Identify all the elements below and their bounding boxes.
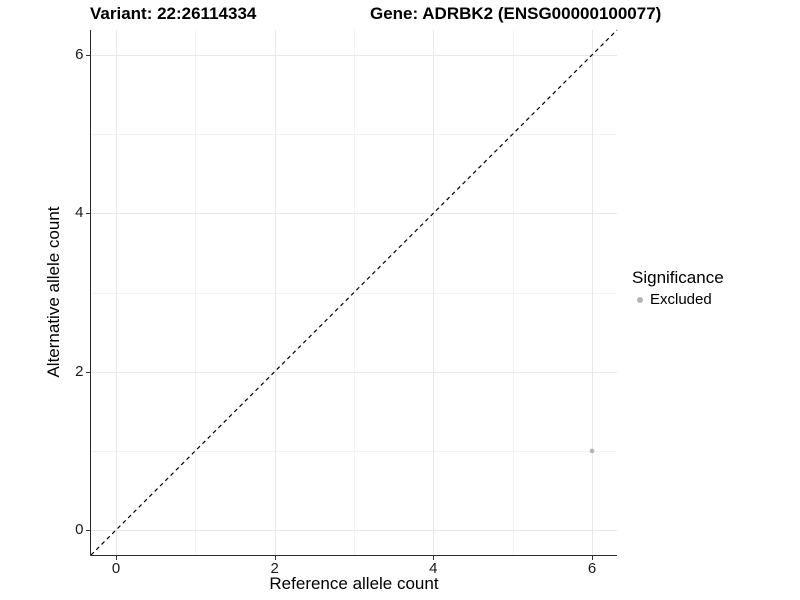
- x-axis-label: Reference allele count: [269, 574, 439, 593]
- x-tick-label: 6: [587, 559, 597, 577]
- gene-title: Gene: ADRBK2 (ENSG00000100077): [370, 4, 662, 23]
- x-tick-label: 0: [111, 559, 121, 577]
- y-axis-label: Alternative allele count: [44, 206, 63, 378]
- x-tick-label: 2: [270, 559, 279, 577]
- variant-title: Variant: 22:26114334: [90, 4, 257, 23]
- y-tick-label: 4: [75, 204, 84, 222]
- legend-items: Excluded: [632, 291, 724, 309]
- identity-dashed-line: [90, 29, 618, 556]
- x-tick-label: 4: [429, 559, 438, 577]
- y-tick-label: 2: [75, 362, 84, 380]
- data-point: [589, 448, 595, 454]
- legend: Significance Excluded: [632, 268, 724, 309]
- legend-key-dot: [637, 297, 643, 303]
- legend-item: Excluded: [632, 291, 724, 309]
- y-tick-label: 6: [75, 45, 84, 63]
- legend-item-label: Excluded: [650, 291, 712, 308]
- y-tick-label: 0: [75, 521, 84, 539]
- legend-title: Significance: [632, 268, 724, 287]
